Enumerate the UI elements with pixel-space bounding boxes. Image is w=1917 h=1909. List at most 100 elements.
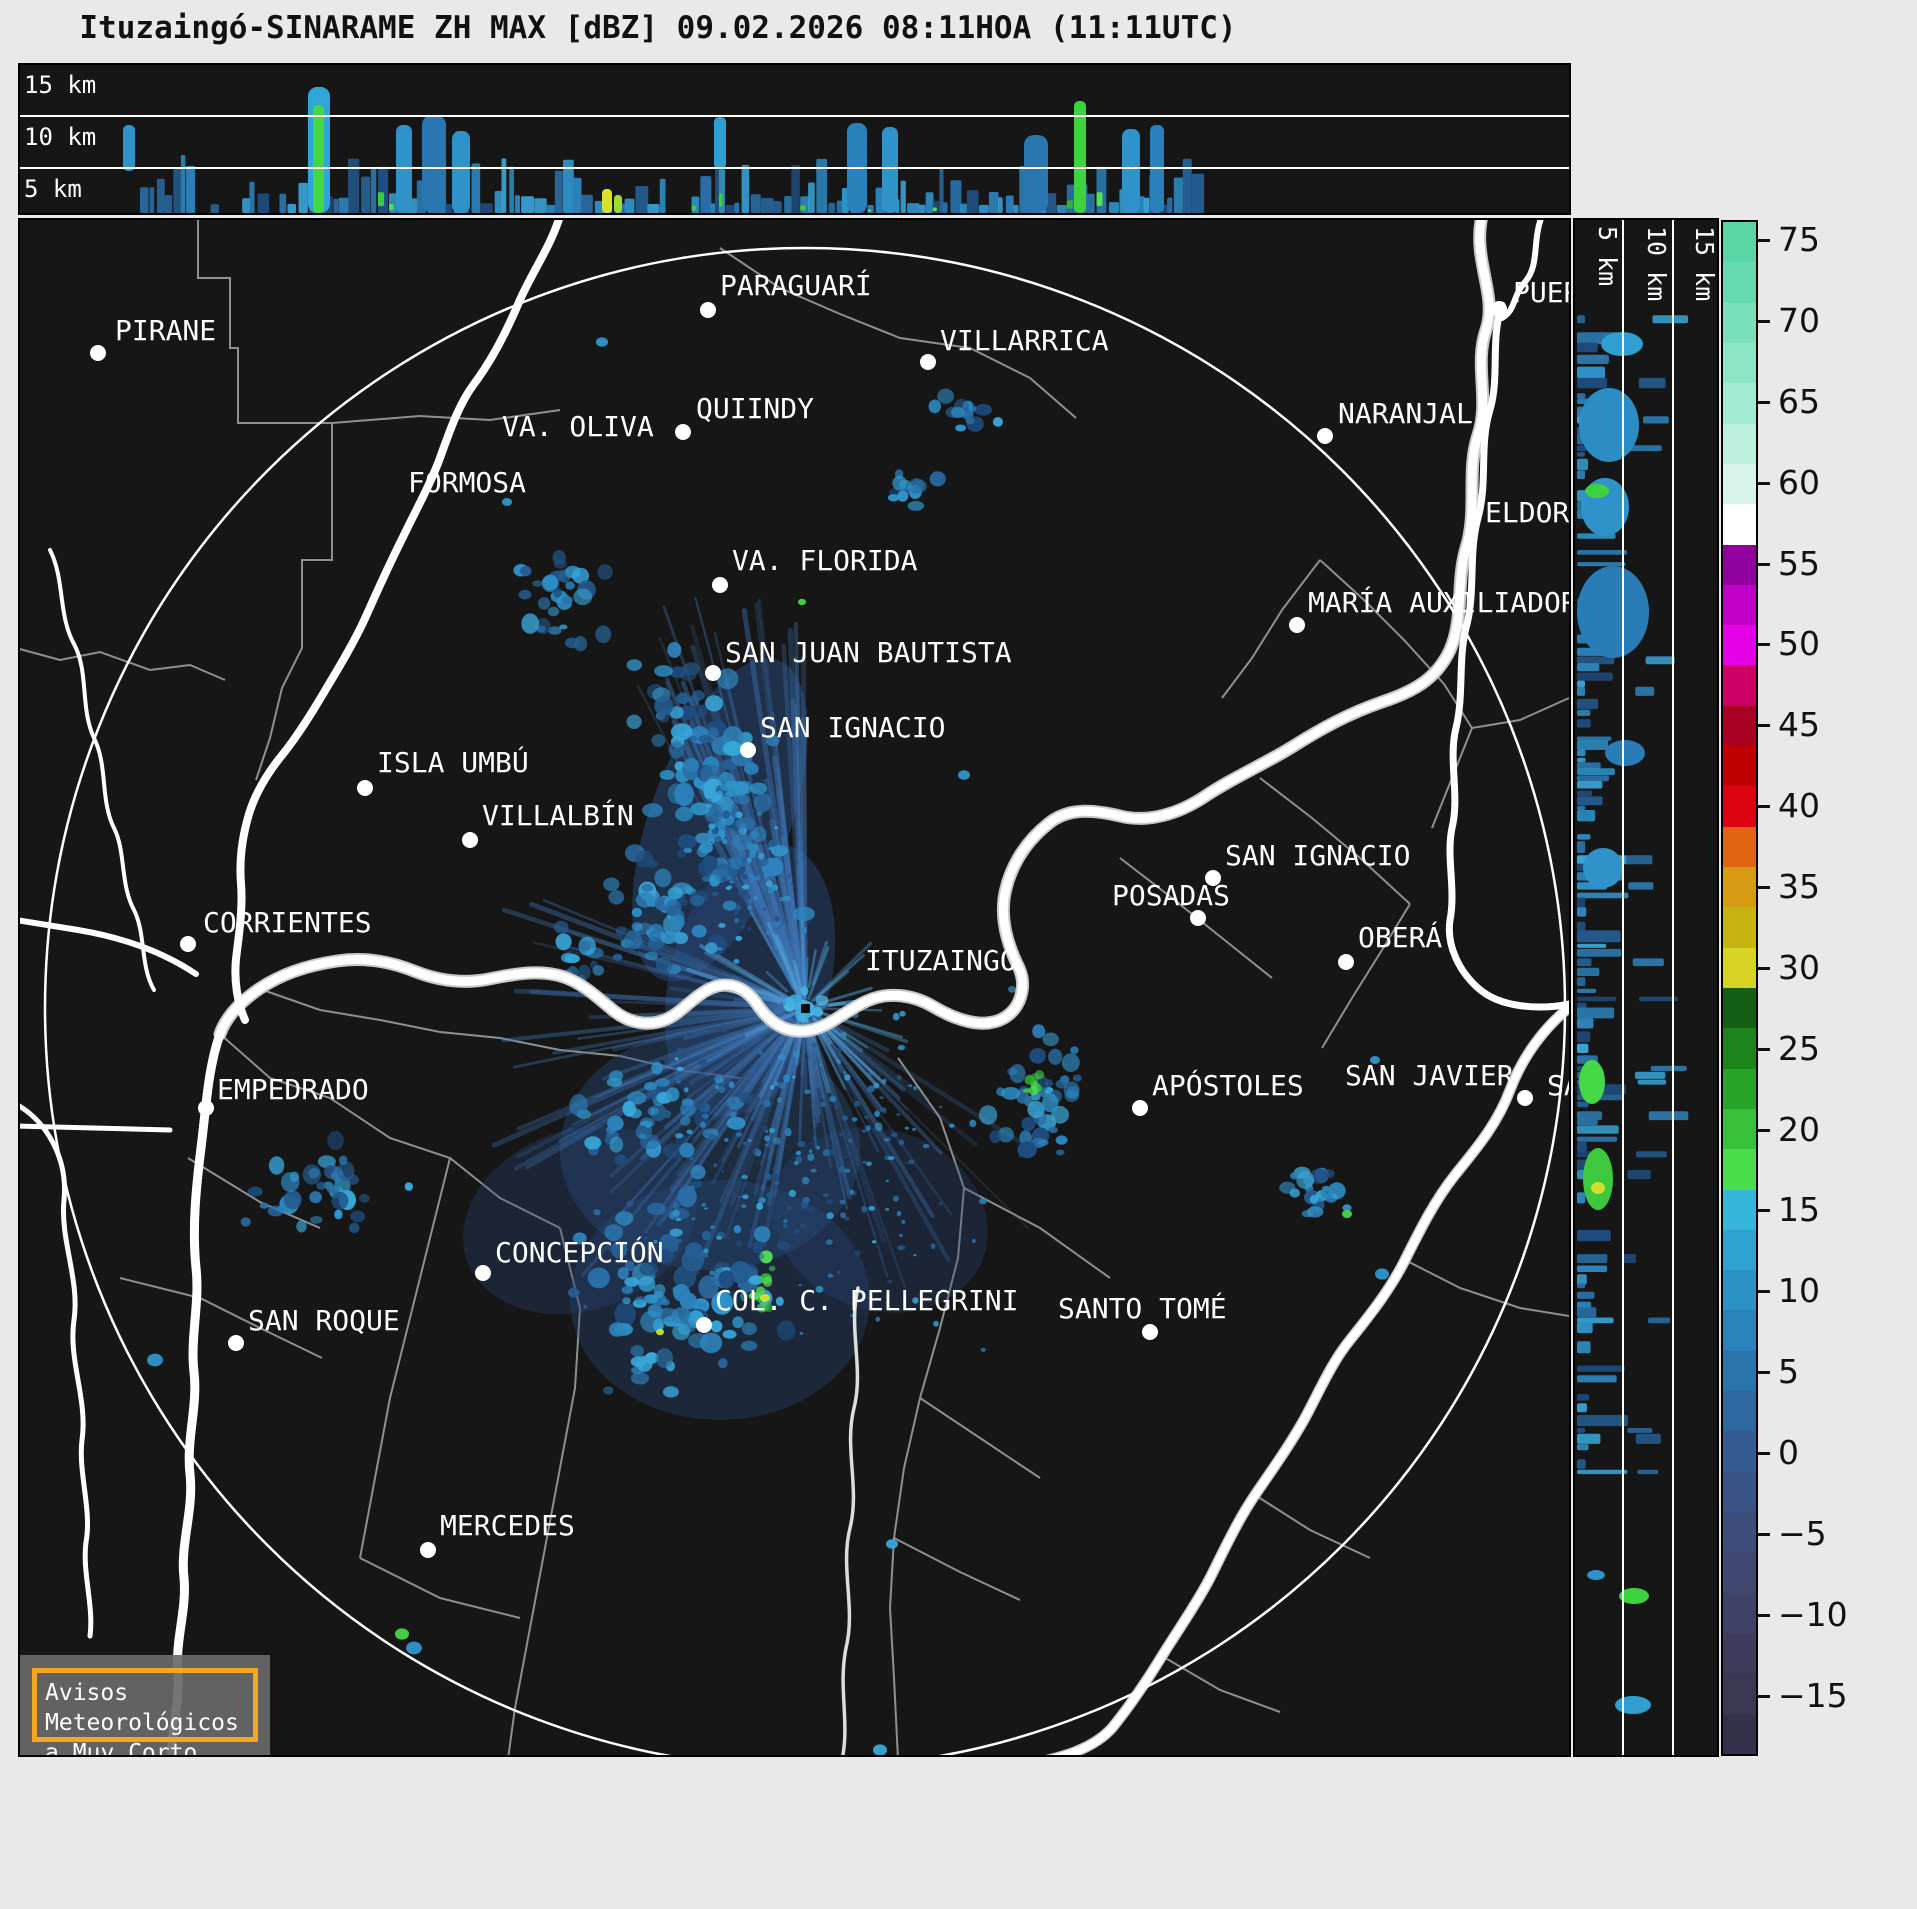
colorbar-tick-label: 0 [1778,1432,1799,1472]
city-dot [712,577,728,593]
top-cross-section-echoes [123,87,1205,213]
colorbar-tick-label: 15 [1778,1190,1820,1230]
city-label: SAN IGNACIO [1225,839,1411,872]
city-label: COL. C. PELLEGRINI [715,1284,1019,1317]
colorbar-tick-label: 65 [1778,381,1820,421]
footer: Servicio Meteorológico Nacional Argentin… [0,1757,1917,1909]
colorbar-block [1723,705,1756,747]
city-dot [1190,910,1206,926]
city-dot [1517,1090,1533,1106]
page-title: Ituzaingó-SINARAME ZH MAX [dBZ] 09.02.20… [79,10,1237,46]
city-label: SANTO TOMÉ [1058,1292,1227,1325]
city-label: SAN IGNACIO [760,711,946,744]
colorbar-block [1723,1431,1756,1472]
colorbar-block [1723,1391,1756,1432]
city-label: OBERÁ [1358,921,1443,954]
city-dot [228,1335,244,1351]
annotation-line1: Avisos Meteorológicos [45,1680,239,1736]
colorbar-tick-label: −15 [1778,1675,1848,1715]
city-label: APÓSTOLES [1152,1069,1304,1102]
city-dot [462,832,478,848]
city-dot [696,1317,712,1333]
city-label: ITUZAINGÓ [865,944,1017,977]
altitude-line-5km-v [1622,220,1624,1755]
colorbar-block [1723,987,1756,1029]
colorbar-tick [1758,400,1770,404]
colorbar-block [1723,1270,1756,1311]
colorbar-block [1723,383,1756,424]
colorbar-tick [1758,886,1770,889]
colorbar-tick [1758,1047,1770,1051]
rivers [20,220,1569,1755]
altitude-label-5km: 5 km [24,175,82,203]
city-dot [1317,428,1333,444]
city-dot [357,780,373,796]
city-dot [705,665,721,681]
colorbar-block [1723,504,1756,545]
colorbar-tick [1758,320,1770,324]
colorbar-tick [1758,1532,1770,1536]
city-label: FORMOSA [408,466,527,499]
city-dot [420,1542,436,1558]
colorbar-block [1723,423,1756,464]
radar-map-graphics [20,220,1569,1755]
altitude-label-10km: 10 km [24,123,97,151]
colorbar-block [1723,1149,1756,1190]
city-label: ISLA UMBÚ [377,746,529,779]
city-dot [1132,1100,1148,1116]
altitude-label-5km-v: 5 km [1593,226,1622,287]
right-cross-section-panel: 5 km 10 km 15 km [1573,218,1719,1757]
colorbar-block [1723,342,1756,384]
colorbar-block [1723,826,1756,867]
altitude-line-10km [20,115,1569,117]
city-dot [675,424,691,440]
colorbar-block [1723,1673,1756,1714]
colorbar-tick-label: 30 [1778,947,1820,987]
city-dot [180,936,196,952]
colorbar-block [1723,625,1756,666]
city-label: PIRANE [115,314,217,347]
city-label: SAN [1547,1069,1569,1102]
colorbar-block [1723,1068,1756,1109]
colorbar-tick [1758,562,1770,566]
annotation-box: Avisos Meteorológicos a Muy Corto Plazo [20,1655,270,1755]
colorbar-tick [1758,1371,1770,1375]
city-label: VILLARRICA [940,324,1109,357]
city-dot [1338,954,1354,970]
colorbar-tick [1758,1128,1770,1132]
right-cross-section-echoes [1577,315,1689,1714]
city-label: VA. FLORIDA [732,544,918,577]
colorbar-tick-label: 60 [1778,462,1820,502]
colorbar-block [1723,1471,1756,1512]
colorbar-block [1723,1310,1756,1351]
echo-cells-layer [147,337,1389,1755]
city-label: EMPEDRADO [217,1073,369,1106]
colorbar-tick [1758,1209,1770,1213]
city-label: PUERTO [1513,276,1569,309]
dbz-colorbar [1721,220,1758,1756]
colorbar-tick [1758,481,1770,485]
city-label: MARÍA AUXILIADORA [1308,586,1571,619]
colorbar-block [1723,1552,1756,1593]
altitude-line-5km [20,167,1569,169]
city-dot [90,345,106,361]
city-dot [475,1265,491,1281]
colorbar-tick-label: −10 [1778,1594,1848,1634]
colorbar-tick-label: 25 [1778,1028,1820,1068]
colorbar-block [1723,222,1756,263]
city-dot [198,1100,214,1116]
colorbar-block [1723,302,1756,343]
altitude-line-10km-v [1672,220,1674,1755]
colorbar-block [1723,665,1756,706]
colorbar-tick-label: 35 [1778,867,1820,906]
radar-site-marker [801,1004,810,1013]
city-dot [1491,301,1507,317]
colorbar-tick [1758,1613,1770,1617]
colorbar-tick-label: 40 [1778,786,1820,826]
colorbar-block [1723,584,1756,626]
city-label: ELDORADO [1485,496,1570,529]
colorbar-tick [1758,239,1770,243]
colorbar-block [1723,746,1756,787]
colorbar-block [1723,262,1756,303]
